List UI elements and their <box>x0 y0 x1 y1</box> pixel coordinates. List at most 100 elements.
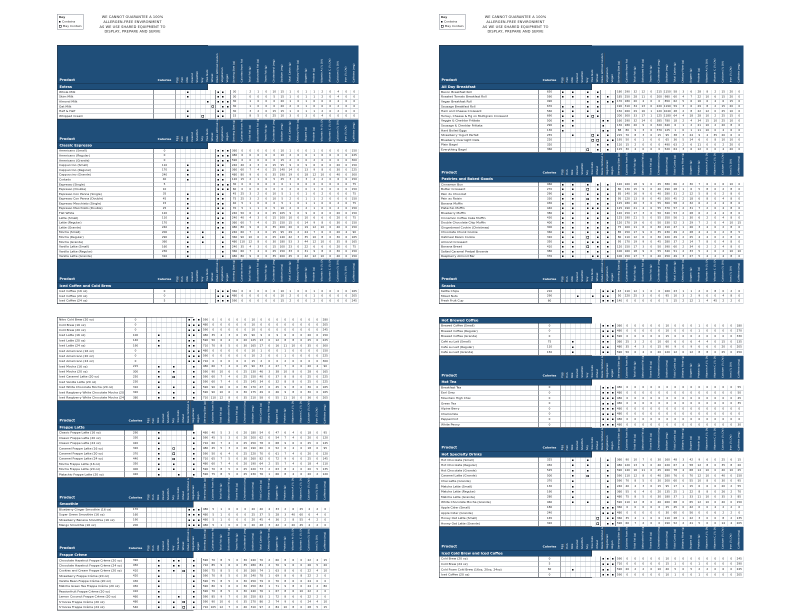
nutrition-cell: 30 <box>335 235 343 240</box>
allergen-cell <box>172 512 177 518</box>
contains-mark <box>587 250 589 253</box>
column-header-nutrition: Iron (% DV) <box>730 265 733 282</box>
table-row: Caramel Frappe Latte (20 oz) 370 590 50 6 4 0 2… <box>57 451 330 457</box>
nutrition-cell: 1 <box>680 123 688 128</box>
nutrition-cell: 270 <box>250 599 258 605</box>
nutrition-cell: 2 <box>319 177 327 182</box>
allergen-cell <box>152 333 157 338</box>
nutrition-cell: 0 <box>314 338 322 343</box>
contains-mark <box>607 517 609 520</box>
nutrition-cell: 0 <box>343 182 351 187</box>
contains-mark <box>607 325 609 327</box>
allergen-cell <box>177 584 182 589</box>
allergen-cell <box>196 191 201 197</box>
allergen-cell <box>586 94 591 100</box>
nutrition-cell: 2 <box>680 206 688 211</box>
nutrition-cell: 0 <box>720 411 728 417</box>
nutrition-cell: 20 <box>656 349 664 355</box>
allergen-cell <box>172 446 177 451</box>
calories-cell: 0 <box>153 289 176 294</box>
nutrition-cell: 0 <box>266 395 274 401</box>
allergen-cell <box>147 466 152 472</box>
nutrition-cell: 2 <box>640 339 648 345</box>
diet-cell <box>192 430 197 436</box>
nutrition-cell: 245 <box>351 298 359 303</box>
nutrition-cell: 0 <box>266 578 274 584</box>
contains-mark <box>602 335 604 338</box>
nutrition-cell: 69 <box>274 573 282 579</box>
nutrition-cell: 1 <box>287 94 295 100</box>
column-header-allergen: Soy <box>586 445 590 451</box>
diet-cell <box>221 153 226 158</box>
nutrition-cell: 18 <box>306 461 314 467</box>
nutrition-cell: 55 <box>298 517 306 523</box>
product-cell: Pistachio Muffin <box>440 206 539 211</box>
allergen-cell <box>581 473 586 479</box>
allergen-cell <box>576 390 581 396</box>
nutrition-cell: 9 <box>282 456 290 462</box>
diet-cell <box>600 142 606 148</box>
nutrition-cell: 350 <box>664 215 672 221</box>
contains-mark <box>188 324 190 326</box>
nutrition-cell: 0 <box>704 137 712 143</box>
allergen-cell <box>172 390 177 395</box>
contains-mark <box>222 202 224 205</box>
nutrition-cell: 0 <box>680 339 688 345</box>
nutrition-cell: 8 <box>728 206 736 211</box>
calories-cell: 0 <box>124 353 147 359</box>
nutrition-cell: 44 <box>303 239 311 245</box>
diet-cell <box>611 215 616 221</box>
allergen-cell <box>591 239 596 245</box>
nutrition-cell: 0 <box>327 206 335 211</box>
column-header-allergen: Milk <box>571 543 575 550</box>
nutrition-cell: 10 <box>279 148 287 154</box>
section-title: Frappe Latte <box>57 424 193 431</box>
nutrition-cell: 185 <box>615 94 624 100</box>
allergen-cell <box>201 206 206 211</box>
contains-mark <box>217 178 219 181</box>
allergen-cell <box>206 289 211 294</box>
product-cell: Mocha (Regular) <box>58 235 154 240</box>
allergen-cell <box>196 99 201 104</box>
nutrition-cell: 25 <box>239 191 247 197</box>
contains-mark <box>572 110 574 113</box>
diet-cell <box>197 558 202 563</box>
allergen-cell <box>561 500 566 505</box>
table-row: Hot Chocolate (Small) 325 360 90 10 7 0 30 160 48… <box>439 457 744 463</box>
nutrition-cell: 30 <box>656 478 664 484</box>
nutrition-cell: 135 <box>322 466 330 472</box>
nutrition-cell: 8 <box>632 494 640 500</box>
nutrition-cell: 0 <box>656 556 664 562</box>
table-header-row: Product Calories Egg Fish Milk Peanut Shellfis… <box>439 428 744 452</box>
diet-cell <box>221 235 226 240</box>
diet-cell <box>600 90 606 95</box>
nutrition-cell: 0 <box>210 317 218 323</box>
nutrition-cell: 6 <box>282 446 290 451</box>
product-cell: Iced Coffee (16 oz) <box>58 289 154 294</box>
nutrition-cell: 10 <box>728 249 736 254</box>
nutrition-cell: 10 <box>664 572 672 578</box>
contains-mark <box>158 468 160 471</box>
contains-mark <box>193 329 195 331</box>
nutrition-cell: 0 <box>247 94 255 100</box>
allergen-cell <box>176 298 181 303</box>
nutrition-cell: 32 <box>274 379 282 385</box>
nutrition-cell: 21 <box>632 206 640 211</box>
column-header-diet: Made Without Gluten <box>187 477 191 501</box>
allergen-cell <box>571 215 576 221</box>
allergen-cell <box>591 395 596 401</box>
nutrition-cell: 55 <box>274 395 282 401</box>
contains-mark <box>217 188 219 191</box>
nutrition-cell: 0 <box>298 374 306 380</box>
allergen-cell <box>167 573 172 579</box>
allergen-cell <box>172 461 177 467</box>
nutrition-cell: 10 <box>218 390 226 395</box>
nutrition-cell: 140 <box>624 468 632 474</box>
diet-cell <box>611 118 616 124</box>
allergen-cell <box>211 201 216 206</box>
nutrition-cell: 30 <box>656 225 664 230</box>
allergen-cell <box>596 225 601 230</box>
product-cell: Espresso Con Panna (Double) <box>58 196 154 202</box>
diet-cell <box>600 94 606 100</box>
nutrition-cell: 480 <box>201 461 210 467</box>
